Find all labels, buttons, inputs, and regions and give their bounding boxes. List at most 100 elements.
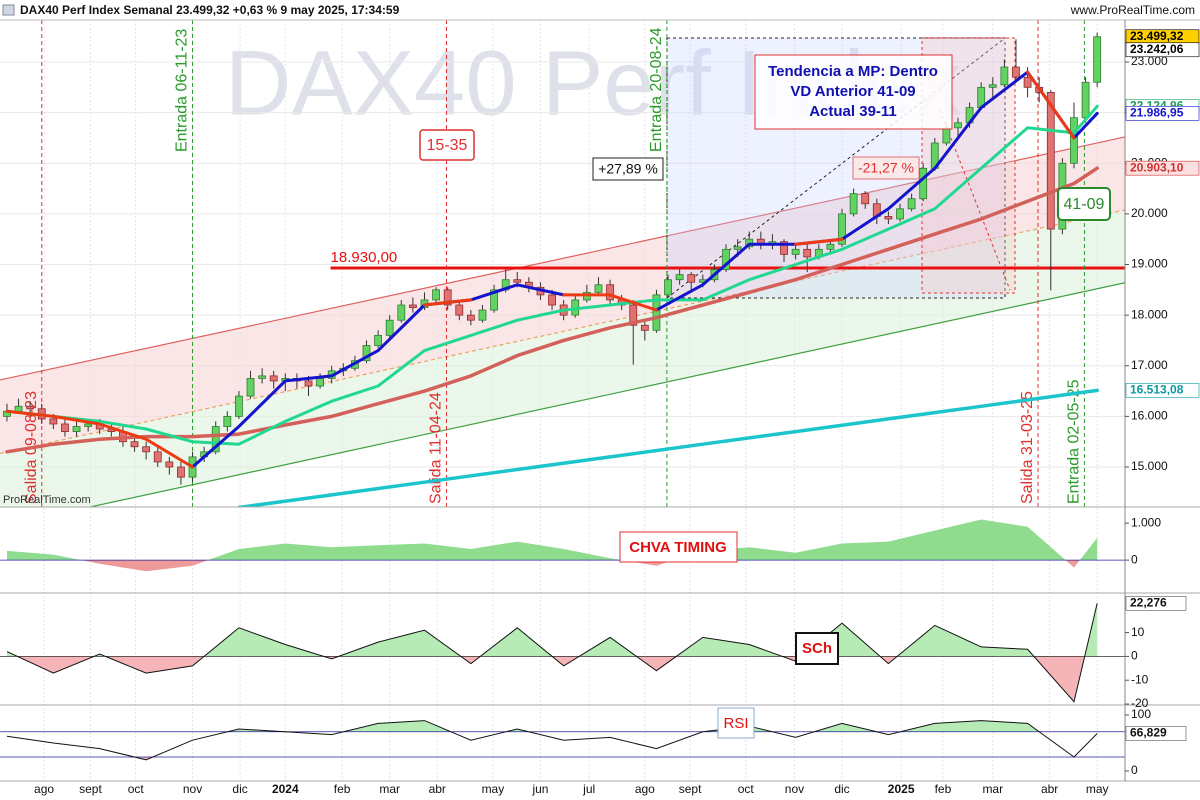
candle-body [49,418,58,425]
candle-body [443,289,452,306]
candle-body [374,334,382,346]
x-tick-label: feb [935,782,952,796]
candle-body [675,274,684,281]
candle-body [397,304,406,321]
candle-body [223,415,232,427]
x-tick-label: 2024 [272,782,299,796]
candle-body [942,127,951,144]
panel-title-box [717,707,755,739]
chart-title: DAX40 Perf Index Semanal 23.499,32 +0,63… [20,3,400,17]
channel-fill [0,209,1125,507]
signal-label: Entrada 02-05-25 [1066,379,1083,504]
annotation: 41-09 [1064,196,1105,213]
candle-body [861,193,870,205]
candle-body [478,309,487,321]
price-label: 23.242,06 [1130,42,1184,56]
candle-body [652,294,661,331]
x-tick-label: sept [679,782,702,796]
signal-label: Salida 31-03-25 [1019,391,1036,504]
candle-body [849,193,858,215]
annotation: Tendencia a MP: Dentro [768,63,938,80]
credit: ProRealTime.com [3,494,91,506]
candle-body [1093,36,1102,83]
candle-body [84,423,93,427]
y-tick-label: 0 [1131,552,1138,566]
candle-body [919,167,928,200]
y-tick-label: 16.000 [1131,409,1168,423]
level-label: 18.930,00 [331,249,398,266]
candle-body [130,441,139,448]
x-tick-label: dic [232,782,247,796]
area-fill [6,519,1098,561]
y-tick-label: 19.000 [1131,257,1168,271]
candle-body [153,451,162,463]
signal-label: Salida 11-04-24 [428,392,445,504]
candle-body [826,243,835,250]
candle-body [455,304,464,316]
annotation: +27,89 % [598,161,658,177]
candle-body [954,122,962,129]
annotation-box [1057,187,1111,221]
panel-title: CHVA TIMING [629,539,727,556]
candle-body [385,319,394,336]
channel-line [0,209,1125,454]
x-tick-label: oct [128,782,145,796]
x-tick-label: ago [635,782,655,796]
moving-average [5,70,1076,469]
price-label: 16.513,08 [1130,383,1184,397]
candle-body [640,324,649,331]
candle-body [177,466,185,478]
indicator-line [6,720,1098,761]
x-tick-label: feb [334,782,351,796]
source: www.ProRealTime.com [1070,3,1195,17]
candle-body [432,289,440,301]
candle-body [733,246,742,250]
candle-body [61,423,69,432]
price-label-box [1125,383,1200,398]
candle-body [72,426,81,432]
candle-body [466,314,475,321]
y-tick-label: -10 [1131,672,1149,686]
candle-body [246,378,255,397]
panel-title-box [795,632,839,665]
candle-body [1012,66,1020,78]
candle-body [1046,91,1055,230]
candle-body [258,375,267,379]
candle-body [884,216,893,220]
candle-body [513,279,522,283]
candle-body [907,198,916,210]
candle-body [780,241,788,255]
y-tick-label: 18.000 [1131,307,1168,321]
x-tick-label: jun [531,782,548,796]
x-tick-label: oct [738,782,755,796]
value-label: 22,276 [1130,596,1167,610]
x-tick-label: jul [582,782,595,796]
price-label-box [1125,42,1200,58]
candle-body [304,380,313,387]
candle-body [548,294,556,306]
candle-body [26,405,35,410]
candle-body [594,284,603,293]
x-tick-label: abr [1041,782,1058,796]
x-tick-label: sept [79,782,102,796]
candle-body [408,304,417,308]
candle-body [211,426,220,453]
icon[interactable] [2,4,15,16]
candle-body [165,461,174,468]
x-tick-label: may [482,782,505,796]
x-tick-label: 2025 [888,782,915,796]
candle-body [606,284,614,301]
candle-body [687,274,696,283]
candle-body [896,208,904,220]
y-tick-label: 17.000 [1131,358,1168,372]
panel-title: SCh [802,640,832,657]
moving-average [237,388,1099,507]
candle-body [1000,66,1009,86]
annotation-box [592,157,664,181]
candle-body [362,345,371,362]
axes: ago sept oct nov dic 2024 feb mar abr may jun jul ag… [0,20,1200,796]
signal-label: Entrada 06-11-23 [174,29,191,152]
candle-body [142,446,151,453]
x-tick-label: dic [834,782,849,796]
annotation: 15-35 [427,137,468,154]
